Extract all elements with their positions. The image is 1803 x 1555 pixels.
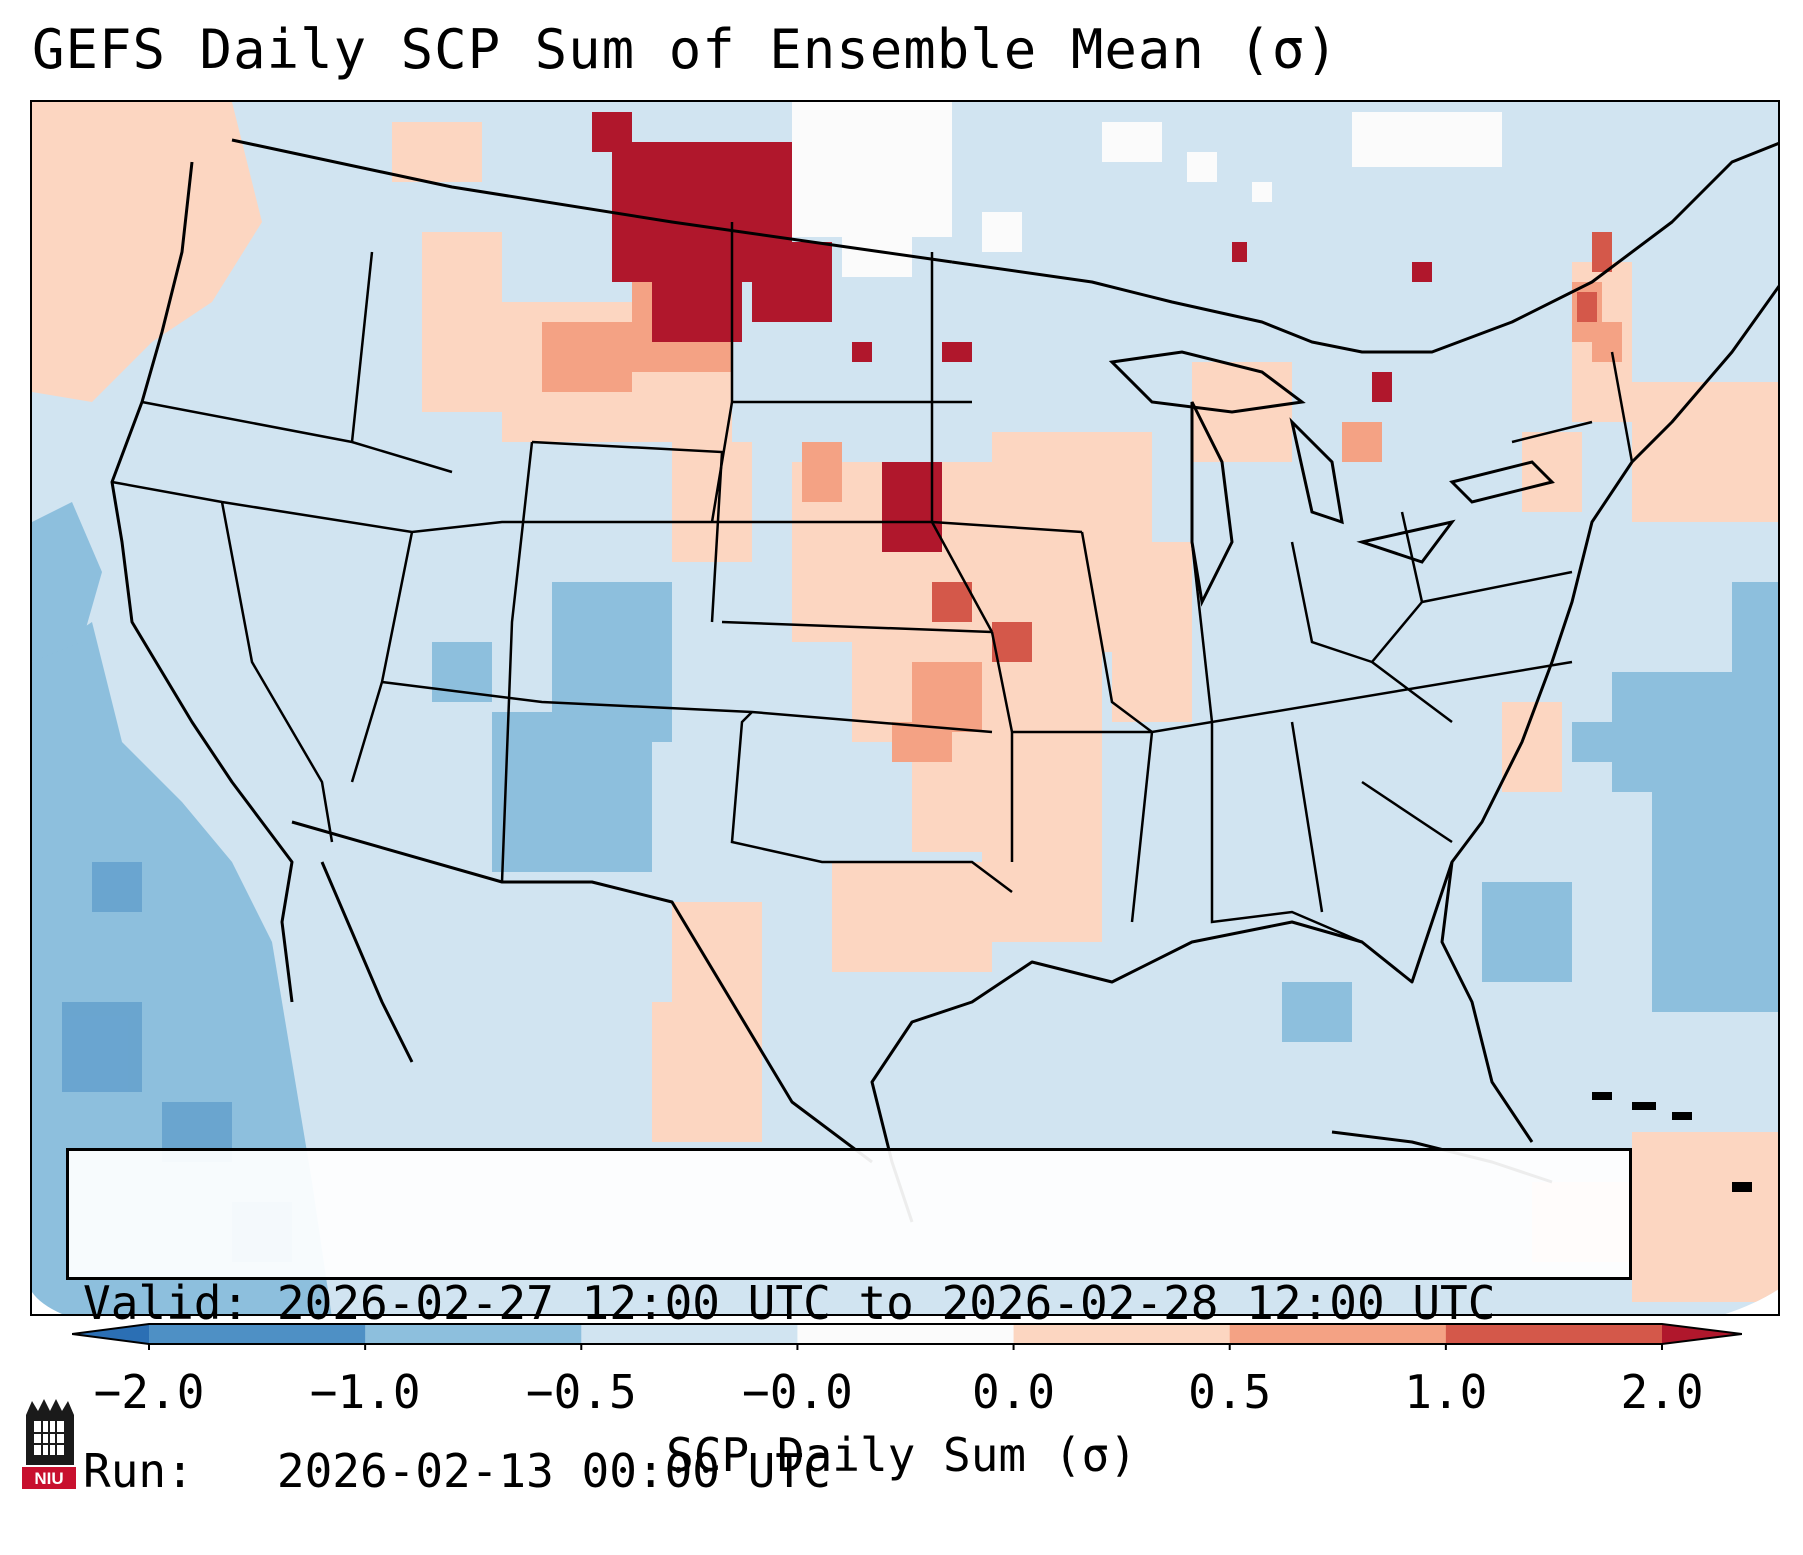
country-borders bbox=[110, 138, 1778, 1223]
field-pos-extreme bbox=[592, 112, 1432, 552]
field-near-zero bbox=[682, 102, 1502, 277]
valid-label: Valid: bbox=[83, 1276, 250, 1330]
colorbar-tick-label: −0.5 bbox=[525, 1365, 637, 1419]
field-neg-light bbox=[32, 502, 1778, 1314]
niu-logo-text: NIU bbox=[34, 1469, 63, 1488]
colorbar-segment bbox=[1229, 1324, 1447, 1344]
map-panel bbox=[30, 100, 1780, 1316]
map-svg bbox=[32, 102, 1778, 1314]
colorbar-segment bbox=[1013, 1324, 1231, 1344]
valid-run-info-box: Valid: 2026-02-27 12:00 UTC to 2026-02-2… bbox=[66, 1148, 1632, 1498]
colorbar-extend-low bbox=[72, 1324, 149, 1344]
colorbar-tick-label: 2.0 bbox=[1620, 1365, 1704, 1419]
colorbar-segments bbox=[149, 1324, 1663, 1344]
run-row: Run: 2026-02-13 00:00 UTC bbox=[83, 1443, 1615, 1499]
colorbar-tick-label: 0.5 bbox=[1188, 1365, 1272, 1419]
page-title: GEFS Daily SCP Sum of Ensemble Mean (σ) bbox=[32, 18, 1339, 81]
valid-row: Valid: 2026-02-27 12:00 UTC to 2026-02-2… bbox=[83, 1275, 1615, 1331]
great-lakes bbox=[1108, 350, 1555, 607]
colorbar-segment bbox=[149, 1324, 366, 1344]
state-borders bbox=[111, 222, 1634, 944]
data-field bbox=[32, 102, 1778, 1314]
field-pos-mid bbox=[542, 272, 1622, 762]
colorbar bbox=[72, 1323, 1742, 1350]
colorbar-tick-label: 1.0 bbox=[1404, 1365, 1488, 1419]
colorbar-segment bbox=[1445, 1324, 1663, 1344]
colorbar-tick-label: −2.0 bbox=[93, 1365, 205, 1419]
niu-logo: NIU bbox=[22, 1399, 76, 1489]
colorbar-segment bbox=[797, 1324, 1015, 1344]
colorbar-tick-label: 0.0 bbox=[972, 1365, 1056, 1419]
colorbar-extend-high bbox=[1662, 1324, 1742, 1344]
colorbar-label: SCP Daily Sum (σ) bbox=[666, 1428, 1137, 1482]
colorbar-segment bbox=[581, 1324, 798, 1344]
run-value: 2026-02-13 00:00 UTC bbox=[276, 1444, 831, 1498]
colorbar-segment bbox=[365, 1324, 582, 1344]
colorbar-tick-label: −1.0 bbox=[309, 1365, 421, 1419]
run-label: Run: bbox=[83, 1444, 194, 1498]
valid-value: 2026-02-27 12:00 UTC to 2026-02-28 12:00… bbox=[276, 1276, 1496, 1330]
field-pos-high bbox=[932, 232, 1612, 662]
caribbean-islands bbox=[1592, 1092, 1752, 1192]
colorbar-tick-label: −0.0 bbox=[742, 1365, 853, 1419]
